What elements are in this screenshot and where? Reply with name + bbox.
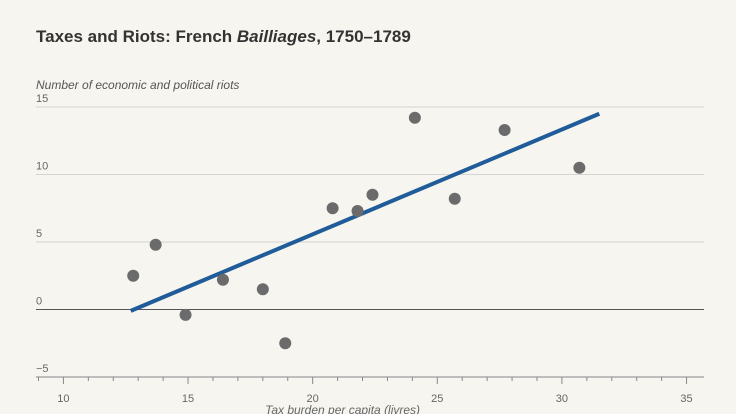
x-tick-label: 20	[307, 393, 319, 405]
data-point-0	[127, 269, 140, 282]
data-point-5	[279, 337, 292, 350]
x-tick-label: 30	[556, 393, 568, 405]
title-italic-text: Bailliages	[236, 27, 317, 46]
title-tail-text: , 1750–1789	[316, 27, 411, 46]
data-points	[127, 111, 586, 350]
data-point-8	[366, 188, 379, 201]
x-tick-label: 25	[431, 393, 443, 405]
x-tick-label: 15	[182, 393, 194, 405]
y-tick-label: 15	[36, 93, 48, 105]
y-tick-label: 5	[36, 228, 42, 240]
chart-title: Taxes and Riots: French Bailliages, 1750…	[36, 27, 411, 47]
data-point-9	[408, 111, 421, 124]
x-tick-label: 10	[57, 393, 69, 405]
fit-line-group	[129, 111, 601, 313]
data-point-2	[179, 308, 192, 321]
data-point-10	[448, 192, 461, 205]
y-tick-label: 10	[36, 161, 48, 173]
data-point-11	[498, 123, 511, 136]
y-tick-label: 0	[36, 296, 42, 308]
y-axis-label: Number of economic and political riots	[36, 78, 240, 92]
x-tick-label: 35	[680, 393, 692, 405]
x-axis-label: Tax burden per capita (livres)	[265, 403, 420, 414]
fit-line	[129, 111, 601, 313]
data-point-3	[216, 273, 229, 286]
data-point-4	[256, 283, 269, 296]
y-tick-label: −5	[36, 363, 49, 375]
data-point-6	[326, 202, 339, 215]
data-point-1	[149, 238, 162, 251]
data-point-7	[351, 204, 364, 217]
grid-lines	[36, 106, 704, 310]
title-main-text: Taxes and Riots: French	[36, 27, 237, 46]
y-tick-labels: 15 10 5 0 −5	[36, 93, 49, 375]
data-point-12	[573, 161, 586, 174]
x-axis: 10 15 20 25 30 35 Tax burden per capita (livre…	[36, 376, 704, 414]
